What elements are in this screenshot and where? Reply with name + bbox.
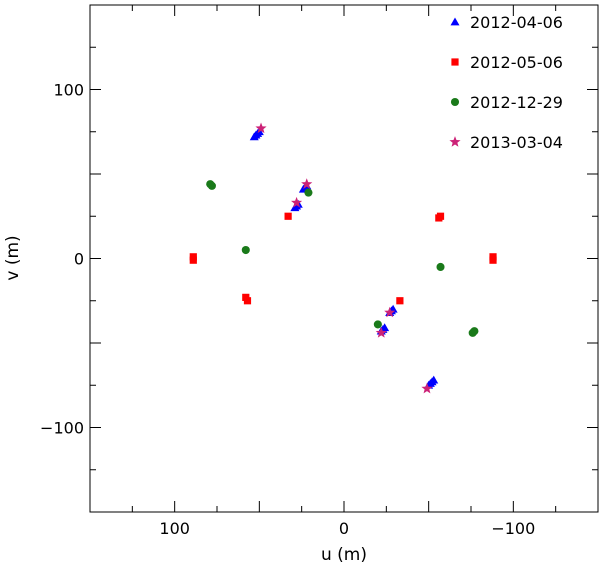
legend-label: 2012-12-29	[470, 93, 563, 112]
data-point-square	[189, 253, 197, 261]
y-tick-label: 100	[53, 81, 84, 100]
legend-marker-triangle	[450, 17, 460, 26]
y-tick-label: 0	[74, 250, 84, 269]
x-axis-label: u (m)	[321, 545, 367, 565]
data-point-star	[421, 382, 433, 394]
data-point-circle	[470, 327, 479, 336]
legend-label: 2012-04-06	[470, 13, 563, 32]
data-point-circle	[436, 262, 445, 272]
data-point-star	[291, 196, 303, 208]
data-point-square	[284, 212, 292, 220]
legend-label: 2013-03-04	[470, 133, 563, 152]
data-points	[189, 122, 497, 394]
data-point-circle	[206, 180, 215, 189]
data-point-star	[255, 122, 267, 134]
data-point-star	[301, 178, 313, 189]
legend: 2012-04-06 2012-05-06 2012-12-29 2013-03-04	[449, 13, 563, 152]
data-point-square	[435, 214, 443, 222]
plot-frame	[89, 4, 599, 513]
data-point-square	[489, 253, 497, 261]
data-point-circle	[241, 246, 250, 255]
legend-marker-circle	[450, 97, 460, 107]
x-tick-label: −100	[491, 519, 535, 538]
legend-marker-star	[449, 136, 461, 147]
data-point-star	[375, 327, 387, 338]
data-point-square	[242, 293, 250, 301]
x-tick-label: 100	[159, 519, 190, 538]
data-point-star	[384, 306, 396, 318]
y-tick-label: −100	[40, 419, 84, 438]
y-axis-label: v (m)	[3, 235, 23, 280]
x-tick-label: 0	[339, 519, 349, 538]
data-point-circle	[373, 320, 382, 329]
legend-label: 2012-05-06	[470, 53, 563, 72]
data-point-square	[396, 297, 404, 305]
data-point-circle	[304, 188, 313, 197]
legend-marker-square	[451, 58, 459, 66]
axis-ticks: 100 0 −100 100 0 −100	[40, 4, 599, 538]
